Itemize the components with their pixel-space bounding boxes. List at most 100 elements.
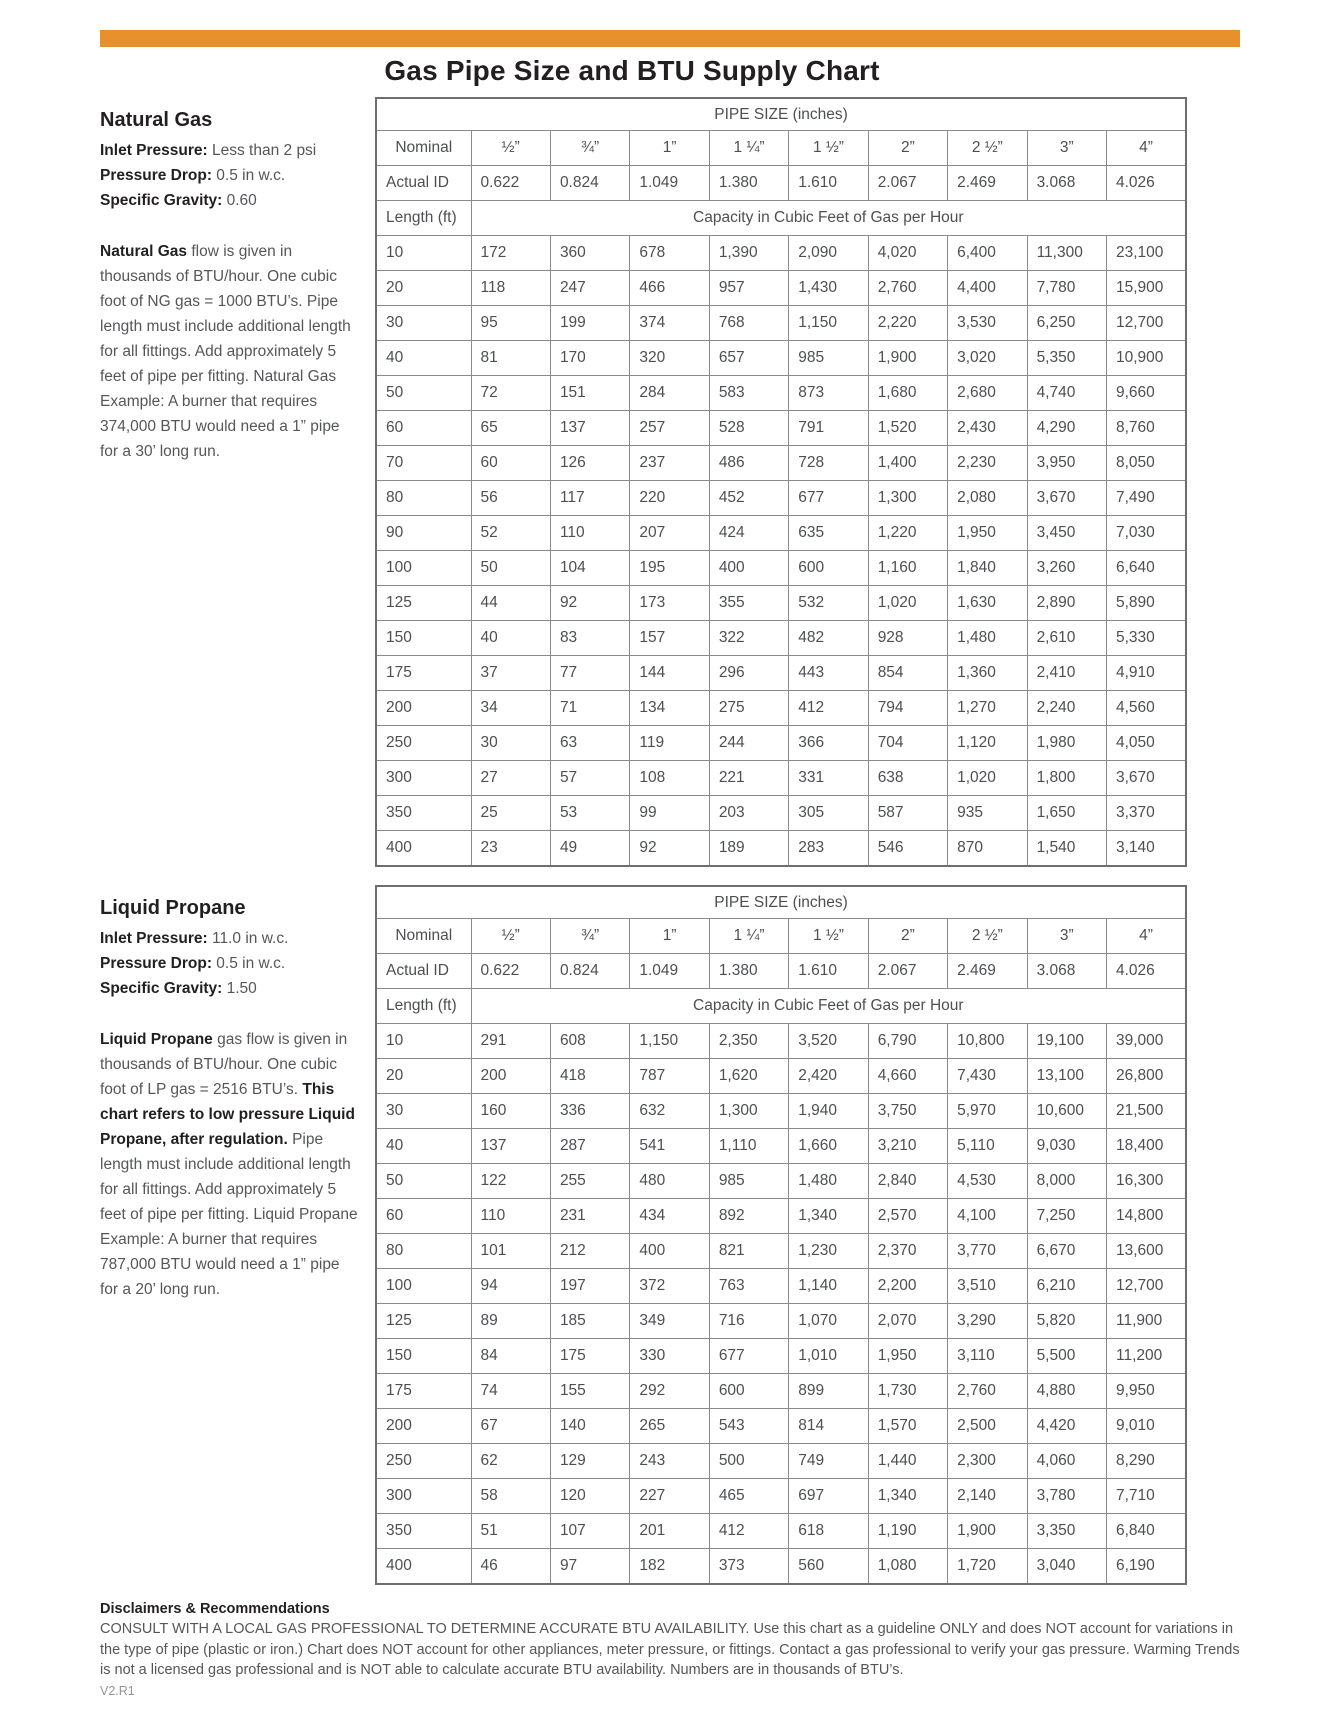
nominal-label: Nominal bbox=[375, 130, 472, 166]
capacity-cell: 122 bbox=[470, 1163, 551, 1199]
actual-id-cell: 1.049 bbox=[629, 953, 710, 989]
capacity-cell: 1,400 bbox=[867, 445, 949, 481]
disclaimer-section: Disclaimers & Recommendations CONSULT WI… bbox=[100, 1599, 1240, 1698]
capacity-cell: 231 bbox=[549, 1198, 631, 1234]
actual-id-cell: 3.068 bbox=[1026, 953, 1108, 989]
capacity-cell: 1,340 bbox=[788, 1198, 869, 1234]
capacity-cell: 3,670 bbox=[1106, 760, 1187, 796]
capacity-cell: 3,040 bbox=[1026, 1548, 1108, 1585]
table-row: 350 51 107 201 412 618 1,190 1,900 3,350 6,840 bbox=[375, 1513, 1187, 1549]
length-cell: 300 bbox=[375, 1478, 472, 1514]
table-row: Actual ID 0.622 0.824 1.049 1.380 1.610 2.067 2… bbox=[375, 953, 1187, 989]
capacity-cell: 1,070 bbox=[788, 1303, 869, 1339]
capacity-cell: 49 bbox=[549, 830, 631, 867]
paragraph-bold-segment: Natural Gas bbox=[100, 243, 188, 260]
actual-id-cell: 1.380 bbox=[708, 953, 790, 989]
capacity-cell: 3,290 bbox=[947, 1303, 1028, 1339]
table-row: 100 50 104 195 400 600 1,160 1,840 3,260 6,640 bbox=[375, 550, 1187, 586]
spec-line: Inlet Pressure: Less than 2 psi bbox=[100, 138, 360, 163]
capacity-cell: 120 bbox=[549, 1478, 631, 1514]
capacity-cell: 110 bbox=[470, 1198, 551, 1234]
actual-id-cell: 2.067 bbox=[867, 953, 949, 989]
actual-id-cell: 0.824 bbox=[549, 165, 631, 201]
capacity-cell: 935 bbox=[947, 795, 1028, 831]
capacity-cell: 2,840 bbox=[867, 1163, 949, 1199]
capacity-cell: 4,880 bbox=[1026, 1373, 1108, 1409]
capacity-cell: 2,140 bbox=[947, 1478, 1028, 1514]
capacity-cell: 203 bbox=[708, 795, 790, 831]
capacity-cell: 118 bbox=[470, 270, 551, 306]
table-row: 60 110 231 434 892 1,340 2,570 4,100 7,250 14,800 bbox=[375, 1198, 1187, 1234]
section-liquid-propane: Liquid Propane Inlet Pressure: 11.0 in w… bbox=[100, 885, 1240, 1585]
spec-value: 0.5 in w.c. bbox=[211, 167, 286, 184]
capacity-cell: 8,760 bbox=[1106, 410, 1187, 446]
capacity-cell: 305 bbox=[788, 795, 869, 831]
capacity-cell: 1,480 bbox=[788, 1163, 869, 1199]
spec-label: Inlet Pressure: bbox=[100, 142, 208, 159]
capacity-cell: 18,400 bbox=[1106, 1128, 1187, 1164]
table-row: 250 30 63 119 244 366 704 1,120 1,980 4,050 bbox=[375, 725, 1187, 761]
capacity-cell: 697 bbox=[788, 1478, 869, 1514]
capacity-cell: 349 bbox=[629, 1303, 710, 1339]
capacity-cell: 360 bbox=[549, 235, 631, 271]
capacity-cell: 814 bbox=[788, 1408, 869, 1444]
capacity-cell: 372 bbox=[629, 1268, 710, 1304]
natural-gas-heading: Natural Gas bbox=[100, 109, 213, 131]
capacity-cell: 50 bbox=[470, 550, 551, 586]
capacity-cell: 189 bbox=[708, 830, 790, 867]
capacity-cell: 373 bbox=[708, 1548, 790, 1585]
capacity-cell: 6,400 bbox=[947, 235, 1028, 271]
capacity-cell: 638 bbox=[867, 760, 949, 796]
capacity-cell: 1,950 bbox=[867, 1338, 949, 1374]
capacity-cell: 40 bbox=[470, 620, 551, 656]
capacity-cell: 873 bbox=[788, 375, 869, 411]
capacity-cell: 21,500 bbox=[1106, 1093, 1187, 1129]
capacity-cell: 1,660 bbox=[788, 1128, 869, 1164]
actual-id-cell: 2.067 bbox=[867, 165, 949, 201]
table-row: Length (ft) Capacity in Cubic Feet of Gas… bbox=[375, 200, 1187, 236]
nominal-size-cell: 1” bbox=[629, 130, 710, 166]
capacity-cell: 296 bbox=[708, 655, 790, 691]
capacity-cell: 255 bbox=[549, 1163, 631, 1199]
spec-label: Inlet Pressure: bbox=[100, 930, 208, 947]
length-cell: 200 bbox=[375, 1408, 472, 1444]
length-cell: 150 bbox=[375, 1338, 472, 1374]
capacity-cell: 985 bbox=[788, 340, 869, 376]
capacity-cell: 8,290 bbox=[1106, 1443, 1187, 1479]
actual-id-cell: 0.622 bbox=[470, 165, 551, 201]
capacity-cell: 336 bbox=[549, 1093, 631, 1129]
capacity-cell: 677 bbox=[708, 1338, 790, 1374]
capacity-cell: 62 bbox=[470, 1443, 551, 1479]
capacity-cell: 95 bbox=[470, 305, 551, 341]
capacity-cell: 13,600 bbox=[1106, 1233, 1187, 1269]
capacity-cell: 1,940 bbox=[788, 1093, 869, 1129]
length-cell: 60 bbox=[375, 1198, 472, 1234]
capacity-cell: 763 bbox=[708, 1268, 790, 1304]
length-cell: 200 bbox=[375, 690, 472, 726]
capacity-cell: 77 bbox=[549, 655, 631, 691]
capacity-cell: 57 bbox=[549, 760, 631, 796]
capacity-cell: 1,540 bbox=[1026, 830, 1108, 867]
capacity-cell: 283 bbox=[788, 830, 869, 867]
capacity-cell: 1,120 bbox=[947, 725, 1028, 761]
capacity-cell: 412 bbox=[788, 690, 869, 726]
table-row: 150 84 175 330 677 1,010 1,950 3,110 5,500 11,200 bbox=[375, 1338, 1187, 1374]
length-label: Length (ft) bbox=[375, 200, 472, 236]
capacity-cell: 1,220 bbox=[867, 515, 949, 551]
capacity-cell: 27 bbox=[470, 760, 551, 796]
capacity-cell: 108 bbox=[629, 760, 710, 796]
page-title: Gas Pipe Size and BTU Supply Chart bbox=[384, 55, 880, 86]
table-row: 125 89 185 349 716 1,070 2,070 3,290 5,820 11,900 bbox=[375, 1303, 1187, 1339]
capacity-cell: 3,140 bbox=[1106, 830, 1187, 867]
capacity-cell: 1,020 bbox=[947, 760, 1028, 796]
capacity-cell: 99 bbox=[629, 795, 710, 831]
pipe-size-header: PIPE SIZE (inches) bbox=[375, 97, 1187, 131]
length-cell: 175 bbox=[375, 1373, 472, 1409]
actual-id-cell: 1.380 bbox=[708, 165, 790, 201]
table-row: 40 81 170 320 657 985 1,900 3,020 5,350 10,900 bbox=[375, 340, 1187, 376]
capacity-cell: 3,020 bbox=[947, 340, 1028, 376]
capacity-cell: 3,670 bbox=[1026, 480, 1108, 516]
disclaimer-body: CONSULT WITH A LOCAL GAS PROFESSIONAL TO… bbox=[100, 1621, 1240, 1678]
paragraph-segment: Pipe length must include additional leng… bbox=[100, 1131, 358, 1298]
capacity-cell: 2,570 bbox=[867, 1198, 949, 1234]
